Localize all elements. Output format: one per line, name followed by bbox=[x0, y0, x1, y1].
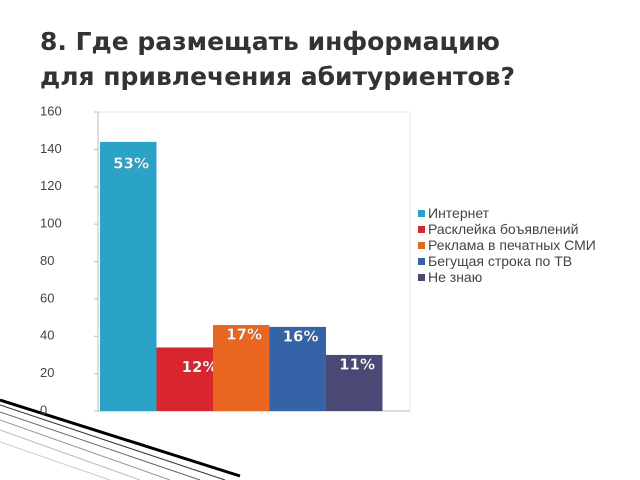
legend-swatch bbox=[418, 210, 425, 217]
legend-label: Бегущая строка по ТВ bbox=[428, 253, 573, 269]
chart-title: для привлечения абитуриентов? bbox=[40, 62, 515, 91]
chart-title: 8. Где размещать информацию bbox=[40, 27, 500, 56]
bar bbox=[269, 326, 326, 411]
data-label: 17% bbox=[226, 326, 262, 344]
legend-item: Бегущая строка по ТВ bbox=[418, 253, 608, 269]
legend-item: Не знаю bbox=[418, 269, 608, 285]
y-tick-label: 40 bbox=[40, 328, 54, 343]
bar bbox=[156, 347, 213, 411]
y-tick-label: 0 bbox=[40, 402, 47, 417]
legend: Интернет Расклейка боъявлений Реклама в пе… bbox=[418, 205, 608, 285]
data-label: 12% bbox=[182, 358, 218, 376]
legend-label: Интернет bbox=[428, 205, 490, 221]
legend-label: Реклама в печатных СМИ bbox=[428, 237, 596, 253]
legend-swatch bbox=[418, 226, 425, 233]
legend-item: Интернет bbox=[418, 205, 608, 221]
y-tick-label: 120 bbox=[40, 178, 62, 193]
data-label: 11% bbox=[339, 355, 375, 373]
legend-swatch bbox=[418, 274, 425, 281]
legend-label: Не знаю bbox=[428, 269, 483, 285]
legend-item: Расклейка боъявлений bbox=[418, 221, 608, 237]
y-tick-label: 80 bbox=[40, 253, 54, 268]
bar bbox=[213, 325, 270, 411]
decoration bbox=[0, 398, 241, 480]
legend-label: Расклейка боъявлений bbox=[428, 221, 579, 237]
bar bbox=[326, 354, 383, 411]
y-tick-label: 100 bbox=[40, 216, 62, 231]
y-tick-label: 160 bbox=[40, 103, 62, 118]
data-label: 53% bbox=[113, 154, 149, 172]
bar bbox=[100, 141, 157, 411]
y-tick-label: 20 bbox=[40, 365, 54, 380]
y-tick-label: 140 bbox=[40, 141, 62, 156]
legend-swatch bbox=[418, 258, 425, 265]
legend-item: Реклама в печатных СМИ bbox=[418, 237, 608, 253]
y-tick-label: 60 bbox=[40, 290, 54, 305]
legend-swatch bbox=[418, 242, 425, 249]
data-label: 16% bbox=[283, 327, 319, 345]
